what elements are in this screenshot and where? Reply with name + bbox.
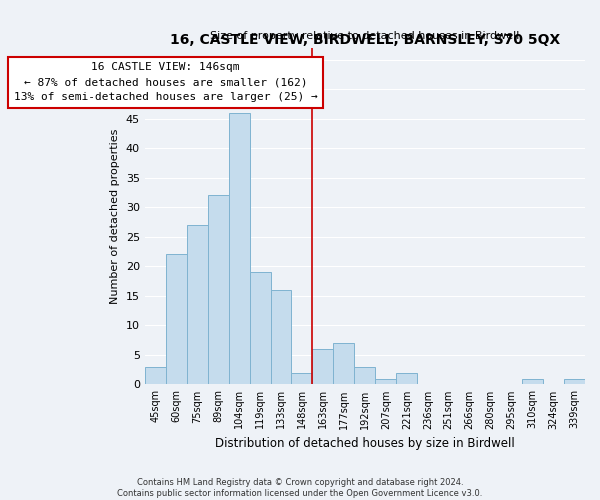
Bar	[166, 254, 187, 384]
Bar	[334, 343, 355, 384]
Text: Size of property relative to detached houses in Birdwell: Size of property relative to detached ho…	[210, 31, 520, 41]
Bar	[292, 372, 313, 384]
Bar	[397, 372, 417, 384]
Bar	[355, 366, 376, 384]
Bar	[564, 378, 585, 384]
Bar	[376, 378, 397, 384]
Bar	[250, 272, 271, 384]
Text: 16 CASTLE VIEW: 146sqm
← 87% of detached houses are smaller (162)
13% of semi-de: 16 CASTLE VIEW: 146sqm ← 87% of detached…	[14, 62, 317, 102]
Bar	[313, 349, 334, 384]
Bar	[145, 366, 166, 384]
Bar	[187, 225, 208, 384]
Text: Contains HM Land Registry data © Crown copyright and database right 2024.
Contai: Contains HM Land Registry data © Crown c…	[118, 478, 482, 498]
Title: 16, CASTLE VIEW, BIRDWELL, BARNSLEY, S70 5QX: 16, CASTLE VIEW, BIRDWELL, BARNSLEY, S70…	[170, 32, 560, 46]
Y-axis label: Number of detached properties: Number of detached properties	[110, 128, 120, 304]
X-axis label: Distribution of detached houses by size in Birdwell: Distribution of detached houses by size …	[215, 437, 515, 450]
Bar	[271, 290, 292, 384]
Bar	[229, 112, 250, 384]
Bar	[208, 196, 229, 384]
Bar	[522, 378, 543, 384]
